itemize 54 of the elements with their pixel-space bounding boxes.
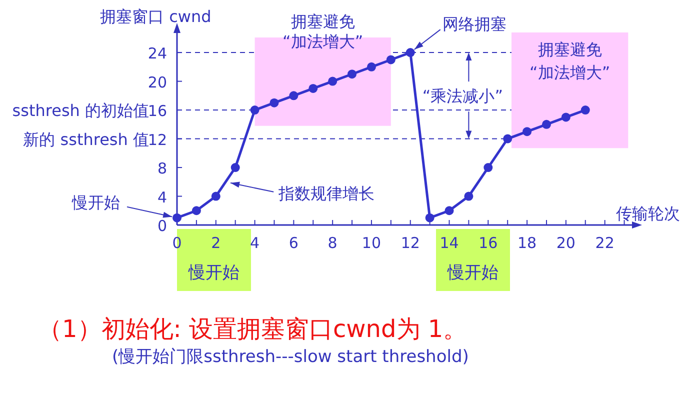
text: （1）初始化: 设置拥塞窗口cwnd为 1。	[38, 315, 468, 343]
point	[580, 106, 590, 115]
point	[425, 213, 434, 222]
x-tick-label: 2	[211, 234, 221, 252]
text: 慢开始	[446, 263, 498, 283]
y-tick-label: 20	[148, 73, 167, 92]
y-tick-label: 4	[157, 188, 167, 206]
x-tick-label: 8	[328, 234, 338, 252]
y-tick-label: 0	[157, 217, 167, 235]
point	[366, 62, 376, 72]
point	[250, 106, 260, 115]
annotation: “乘法减小”	[422, 86, 503, 106]
x-tick-label: 16	[478, 234, 498, 252]
text: 慢开始	[188, 263, 240, 283]
point	[308, 84, 318, 93]
point	[270, 98, 279, 108]
x-tick-label: 20	[556, 234, 576, 252]
point	[406, 48, 415, 58]
point	[561, 112, 570, 122]
y-tick-label: 12	[148, 130, 167, 149]
point	[348, 70, 357, 79]
x-tick-label: 22	[595, 234, 614, 252]
point	[386, 55, 396, 64]
ref-line-label: ssthresh 的初始值	[12, 101, 149, 120]
y-axis-title: 拥塞窗口 cwnd	[100, 7, 212, 26]
annotation: 慢开始	[71, 192, 120, 212]
point	[464, 192, 474, 201]
point	[522, 127, 532, 136]
point	[289, 91, 298, 100]
point	[211, 192, 220, 201]
y-tick-label: 24	[148, 44, 167, 63]
point	[328, 76, 338, 86]
text: (慢开始门限ssthresh---slow start threshold)	[112, 347, 469, 367]
x-axis-title: 传输轮次	[616, 204, 680, 223]
x-tick-label: 6	[288, 234, 298, 252]
point	[192, 206, 201, 216]
x-tick-label: 0	[172, 234, 182, 252]
annotation: 网络拥塞	[442, 14, 506, 34]
x-tick-label: 12	[400, 234, 420, 252]
point	[503, 134, 512, 144]
band-label: 拥塞避免 “加法增大”	[282, 12, 364, 51]
y-tick-label: 16	[148, 102, 167, 120]
x-tick-label: 10	[362, 234, 382, 252]
point	[542, 120, 551, 129]
point	[444, 206, 454, 216]
x-tick-label: 14	[440, 234, 459, 252]
annotation: 指数规律增长	[278, 184, 375, 203]
ref-line-label: 新的 ssthresh 值	[23, 130, 149, 149]
point	[230, 163, 240, 172]
x-tick-label: 18	[517, 234, 537, 252]
point	[484, 163, 493, 172]
y-tick-label: 8	[157, 160, 167, 178]
band-label: 拥塞避免 “加法增大”	[530, 40, 610, 82]
point	[172, 213, 182, 222]
